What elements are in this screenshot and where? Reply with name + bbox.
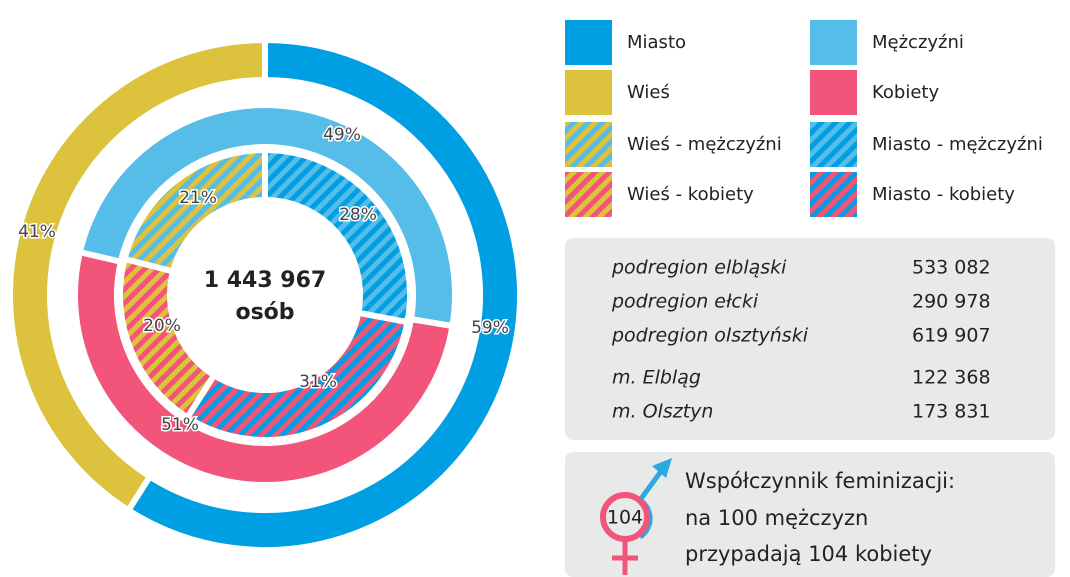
center-total: 1 443 967 bbox=[204, 268, 326, 293]
legend-swatch bbox=[810, 122, 857, 167]
region-value: 122 368 bbox=[912, 367, 991, 389]
legend-swatch bbox=[810, 20, 857, 65]
region-name: podregion ełcki bbox=[611, 291, 759, 313]
center-unit: osób bbox=[235, 300, 294, 325]
symbol-label: 104 bbox=[607, 507, 643, 529]
data-label: 59% bbox=[471, 318, 509, 338]
feminization-title: Współczynnik feminizacji: bbox=[685, 469, 955, 493]
data-label: 28% bbox=[339, 205, 377, 225]
feminization-box bbox=[565, 452, 1055, 577]
gender-symbol bbox=[600, 458, 672, 575]
legend-label: Wieś bbox=[627, 82, 670, 103]
data-label: 20% bbox=[143, 316, 181, 336]
region-value: 533 082 bbox=[912, 257, 991, 279]
legend-label: Miasto - mężczyźni bbox=[872, 134, 1043, 155]
legend-label: Miasto - kobiety bbox=[872, 184, 1015, 205]
data-label: 41% bbox=[18, 222, 56, 242]
legend-label: Miasto bbox=[627, 32, 686, 53]
feminization-line: przypadają 104 kobiety bbox=[685, 542, 932, 566]
ring-segment bbox=[7, 36, 268, 515]
data-label: 51% bbox=[161, 415, 199, 435]
ring-segment bbox=[120, 146, 268, 276]
region-name: podregion olsztyński bbox=[611, 325, 809, 347]
region-name: podregion elbląski bbox=[611, 257, 787, 279]
table-box bbox=[565, 238, 1055, 440]
data-label: 31% bbox=[299, 372, 337, 392]
legend-label: Kobiety bbox=[872, 82, 939, 103]
legend-label: Wieś - mężczyźni bbox=[627, 134, 782, 155]
legend-swatch bbox=[565, 70, 612, 115]
legend-swatch bbox=[565, 122, 612, 167]
legend-label: Mężczyźni bbox=[872, 32, 964, 53]
region-name: m. Olsztyn bbox=[612, 401, 713, 423]
legend-label: Wieś - kobiety bbox=[627, 184, 754, 205]
ring-segment bbox=[183, 309, 411, 443]
legend-swatch bbox=[565, 172, 612, 217]
ring-segment bbox=[262, 146, 413, 326]
legend-swatch bbox=[810, 172, 857, 217]
ring-segment bbox=[124, 36, 523, 553]
region-value: 290 978 bbox=[912, 291, 991, 313]
data-label: 49% bbox=[323, 125, 361, 145]
legend-swatch bbox=[810, 70, 857, 115]
feminization-line: na 100 mężczyzn bbox=[685, 506, 868, 530]
region-value: 619 907 bbox=[912, 325, 991, 347]
data-label: 21% bbox=[179, 188, 217, 208]
legend-swatch bbox=[565, 20, 612, 65]
region-value: 173 831 bbox=[912, 401, 991, 423]
region-name: m. Elbląg bbox=[612, 367, 701, 389]
